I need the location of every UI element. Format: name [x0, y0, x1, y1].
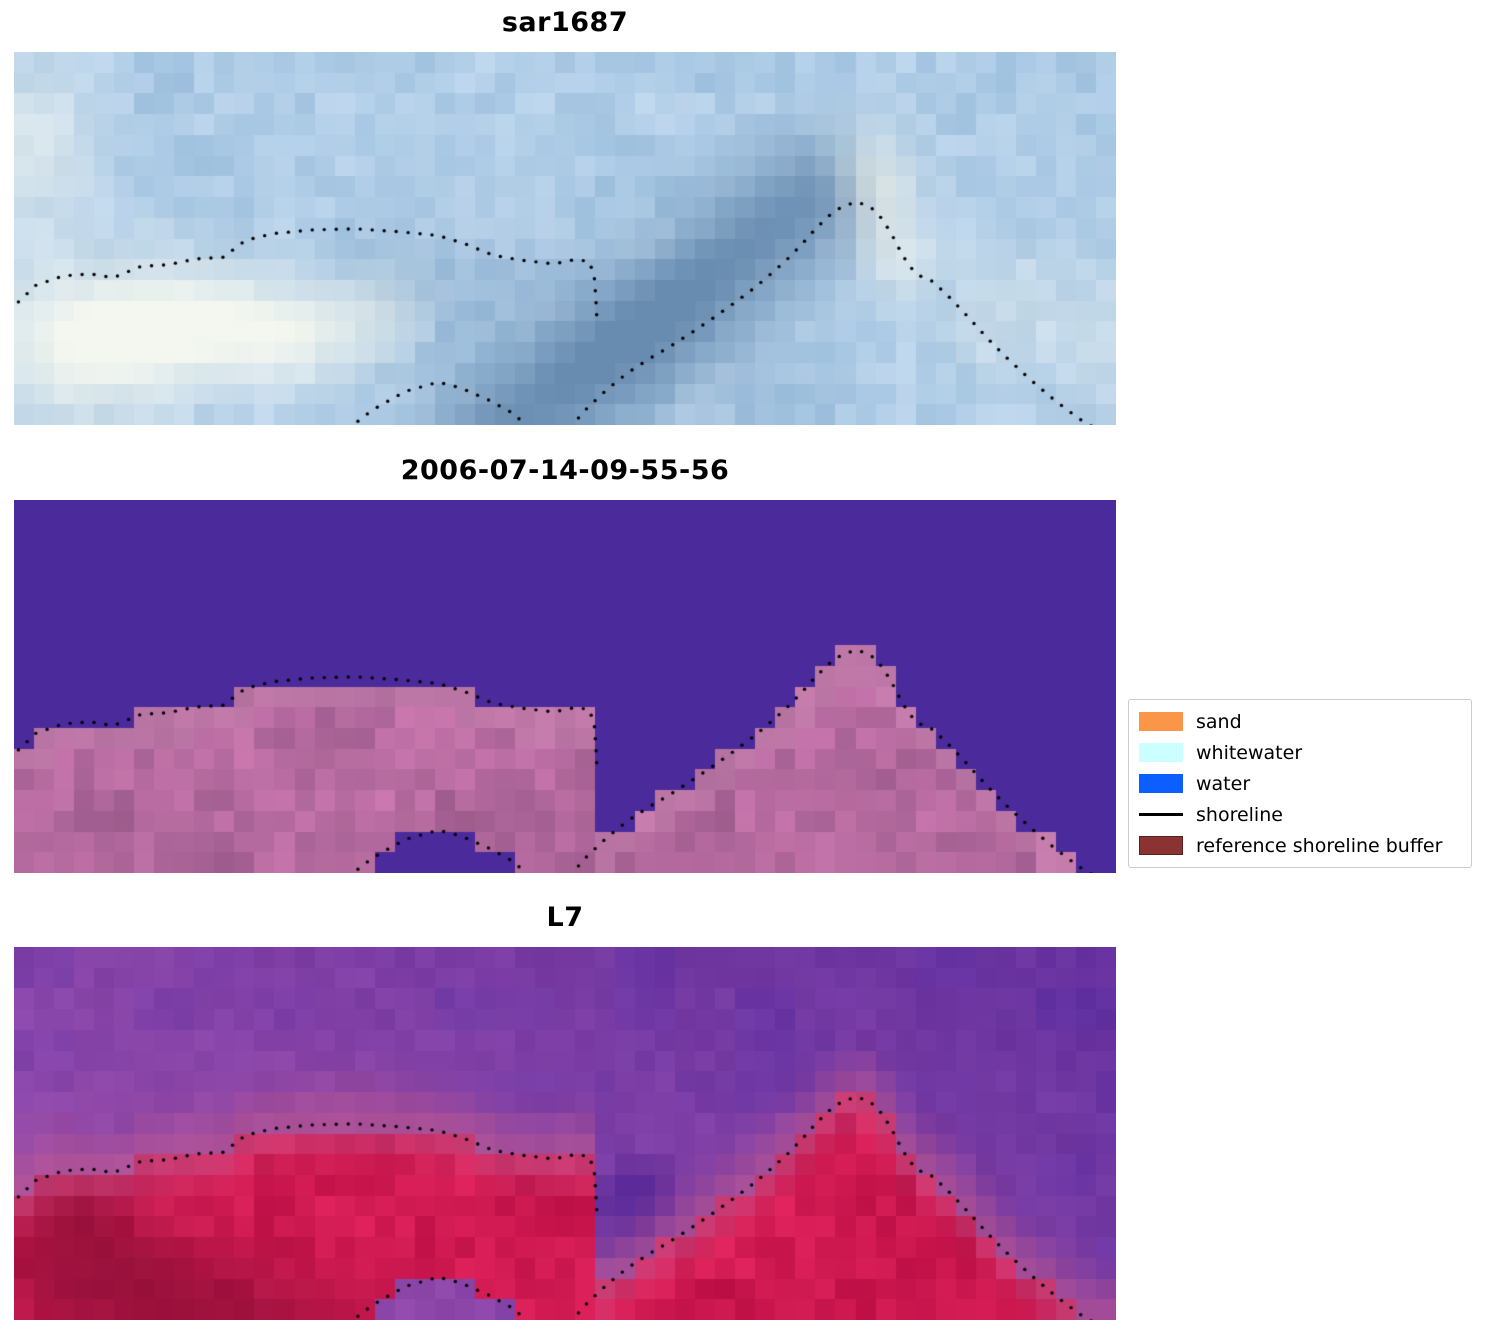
legend-label-shoreline: shoreline — [1196, 803, 1283, 826]
legend-item-sand: sand — [1139, 708, 1461, 735]
sar-image-panel — [14, 52, 1116, 425]
legend-item-reference-shoreline-buffer: reference shoreline buffer — [1139, 832, 1461, 859]
legend-label-sand: sand — [1196, 710, 1242, 733]
legend-item-shoreline: shoreline — [1139, 801, 1461, 828]
classified-image-panel — [14, 500, 1116, 873]
legend-item-whitewater: whitewater — [1139, 739, 1461, 766]
legend-label-reference-shoreline-buffer: reference shoreline buffer — [1196, 834, 1443, 857]
sand-swatch — [1139, 712, 1183, 731]
shoreline-swatch — [1139, 805, 1183, 824]
water-swatch — [1139, 774, 1183, 793]
legend-label-whitewater: whitewater — [1196, 741, 1303, 764]
panel-title-l7: L7 — [546, 902, 584, 933]
reference-shoreline-buffer-swatch — [1139, 836, 1183, 855]
legend-item-water: water — [1139, 770, 1461, 797]
l7-image-panel — [14, 947, 1116, 1320]
legend-label-water: water — [1196, 772, 1251, 795]
legend: sand whitewater water shoreline reference sh… — [1128, 699, 1472, 868]
panel-title-sar: sar1687 — [501, 7, 629, 38]
whitewater-swatch — [1139, 743, 1183, 762]
panel-title-date: 2006-07-14-09-55-56 — [400, 455, 730, 486]
shoreline-line-swatch — [1139, 813, 1183, 816]
